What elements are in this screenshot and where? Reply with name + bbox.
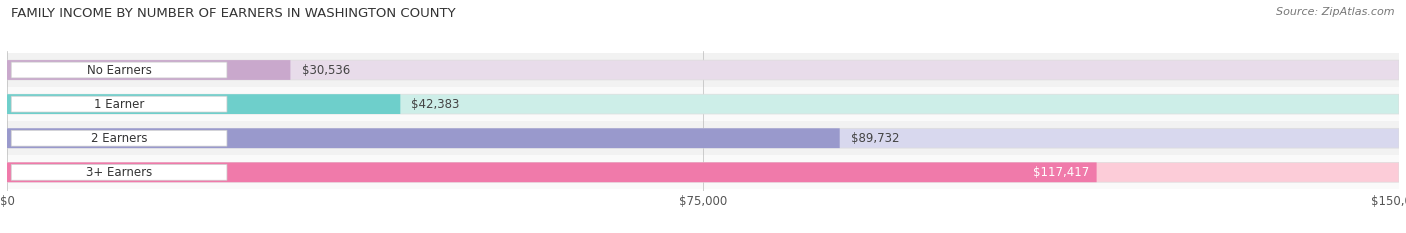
FancyBboxPatch shape [11, 62, 226, 78]
Text: $117,417: $117,417 [1033, 166, 1090, 179]
FancyBboxPatch shape [7, 128, 839, 148]
FancyBboxPatch shape [11, 164, 226, 180]
FancyBboxPatch shape [7, 162, 1399, 182]
FancyBboxPatch shape [7, 94, 1399, 114]
Text: FAMILY INCOME BY NUMBER OF EARNERS IN WASHINGTON COUNTY: FAMILY INCOME BY NUMBER OF EARNERS IN WA… [11, 7, 456, 20]
Text: No Earners: No Earners [87, 64, 152, 76]
Text: $89,732: $89,732 [851, 132, 900, 145]
FancyBboxPatch shape [11, 96, 226, 112]
Bar [7, 155, 1399, 189]
Text: $30,536: $30,536 [301, 64, 350, 76]
FancyBboxPatch shape [7, 128, 1399, 148]
FancyBboxPatch shape [7, 162, 1097, 182]
Text: Source: ZipAtlas.com: Source: ZipAtlas.com [1277, 7, 1395, 17]
FancyBboxPatch shape [7, 60, 1399, 80]
Bar [7, 121, 1399, 155]
Text: 2 Earners: 2 Earners [91, 132, 148, 145]
Bar [7, 87, 1399, 121]
Text: 3+ Earners: 3+ Earners [86, 166, 152, 179]
FancyBboxPatch shape [11, 130, 226, 146]
Bar [7, 53, 1399, 87]
FancyBboxPatch shape [7, 60, 291, 80]
Text: 1 Earner: 1 Earner [94, 98, 145, 111]
FancyBboxPatch shape [7, 94, 401, 114]
Text: $42,383: $42,383 [412, 98, 460, 111]
